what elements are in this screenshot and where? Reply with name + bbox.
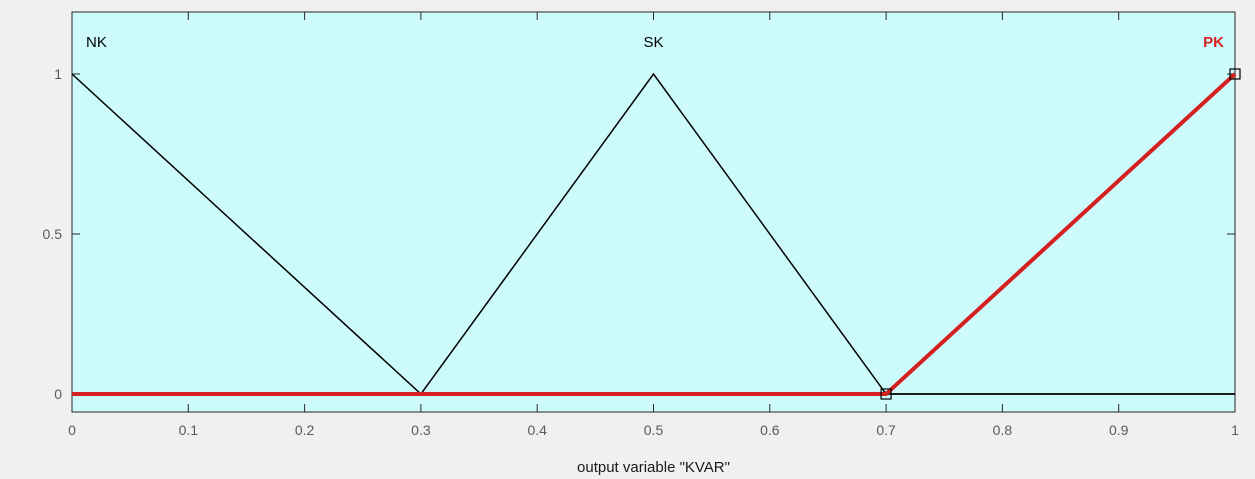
mf-labels: NK SK PK	[86, 34, 1224, 51]
mf-label-pk[interactable]: PK	[1203, 34, 1224, 51]
plot-area[interactable]	[71, 11, 1236, 413]
y-tick-label: 0.5	[43, 226, 63, 242]
mf-label-sk[interactable]: SK	[643, 34, 663, 51]
series-layer	[71, 68, 1241, 400]
x-tick-label: 0.7	[876, 422, 896, 438]
x-tick-label: 0.1	[179, 422, 199, 438]
x-tick-label: 0.9	[1109, 422, 1129, 438]
x-axis-label: output variable "KVAR"	[577, 459, 730, 476]
mf-label-nk[interactable]: NK	[86, 34, 107, 51]
x-tick-label: 0.6	[760, 422, 780, 438]
x-tick-label: 0.5	[644, 422, 664, 438]
y-tick-label: 0	[54, 386, 62, 402]
mf-vertex-handle[interactable]	[1229, 68, 1241, 80]
x-tick-label: 0.2	[295, 422, 315, 438]
x-tick-label: 0.3	[411, 422, 431, 438]
x-axis-ticks: 0 0.1 0.2 0.3 0.4 0.5 0.6 0.7 0.8 0.9 1	[68, 12, 1239, 438]
x-tick-label: 0	[68, 422, 76, 438]
x-tick-label: 0.4	[527, 422, 547, 438]
mf-vertex-handle[interactable]	[880, 388, 892, 400]
x-tick-label: 1	[1231, 422, 1239, 438]
x-tick-label: 0.8	[993, 422, 1013, 438]
mf-line-pk[interactable]	[72, 72, 1237, 396]
y-axis-ticks: 00.51	[43, 66, 1235, 402]
y-tick-label: 1	[54, 66, 62, 82]
